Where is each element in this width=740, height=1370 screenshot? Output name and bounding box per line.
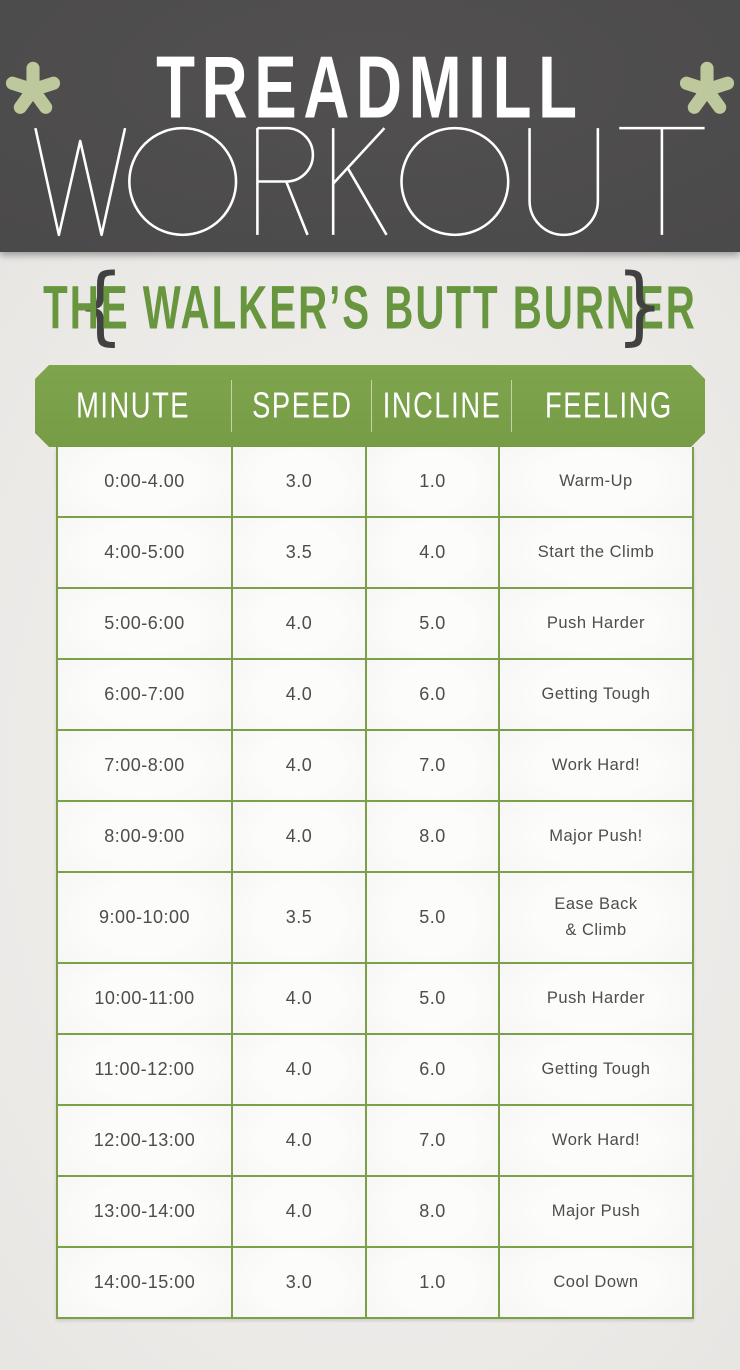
cell-feeling: Work Hard!: [500, 731, 692, 800]
cell-incline: 6.0: [367, 1035, 498, 1104]
table-row: 7:00-8:00 4.0 7.0 Work Hard!: [58, 731, 692, 800]
top-banner: TREADMILL: [0, 0, 740, 252]
cell-feeling: Getting Tough: [500, 660, 692, 729]
cell-incline: 5.0: [367, 964, 498, 1033]
brace-right-decoration: }: [615, 254, 664, 355]
cell-speed: 4.0: [233, 964, 365, 1033]
column-header-feeling: FEELING: [544, 385, 673, 426]
cell-feeling: Major Push: [500, 1177, 692, 1246]
title-row: TREADMILL: [0, 44, 740, 132]
cell-speed: 4.0: [233, 1035, 365, 1104]
column-header-minute: MINUTE: [35, 365, 232, 447]
cell-feeling: Cool Down: [500, 1248, 692, 1317]
cell-incline: 5.0: [367, 873, 498, 962]
table-row: 9:00-10:00 3.5 5.0 Ease Back & Climb: [58, 873, 692, 962]
table-row: 12:00-13:00 4.0 7.0 Work Hard!: [58, 1106, 692, 1175]
cell-speed: 3.5: [233, 873, 365, 962]
cell-minute: 8:00-9:00: [58, 802, 231, 871]
table-row: 10:00-11:00 4.0 5.0 Push Harder: [58, 964, 692, 1033]
cell-minute: 13:00-14:00: [58, 1177, 231, 1246]
table-row: 0:00-4.00 3.0 1.0 Warm-Up: [58, 447, 692, 516]
cell-incline: 8.0: [367, 1177, 498, 1246]
cell-feeling: Push Harder: [500, 964, 692, 1033]
cell-feeling: Start the Climb: [500, 518, 692, 587]
asterisk-right-icon: [679, 61, 734, 114]
cell-speed: 4.0: [233, 1177, 365, 1246]
column-header-speed: SPEED: [232, 365, 372, 447]
cell-minute: 6:00-7:00: [58, 660, 231, 729]
cell-incline: 1.0: [367, 447, 498, 516]
cell-feeling: Warm-Up: [500, 447, 692, 516]
cell-speed: 4.0: [233, 660, 365, 729]
brace-left-decoration: {: [76, 254, 125, 355]
table-row: 13:00-14:00 4.0 8.0 Major Push: [58, 1177, 692, 1246]
cell-feeling: Major Push!: [500, 802, 692, 871]
asterisk-left-icon: [6, 61, 61, 114]
cell-minute: 12:00-13:00: [58, 1106, 231, 1175]
cell-minute: 11:00-12:00: [58, 1035, 231, 1104]
poster-title: TREADMILL: [156, 39, 584, 137]
cell-feeling: Work Hard!: [500, 1106, 692, 1175]
table-row: 4:00-5:00 3.5 4.0 Start the Climb: [58, 518, 692, 587]
cell-minute: 10:00-11:00: [58, 964, 231, 1033]
cell-speed: 4.0: [233, 589, 365, 658]
cell-speed: 3.5: [233, 518, 365, 587]
subtitle: { THE WALKER’S BUTT BURNER }: [0, 252, 740, 364]
cell-incline: 7.0: [367, 731, 498, 800]
cell-speed: 4.0: [233, 1106, 365, 1175]
column-header-incline: INCLINE: [372, 365, 512, 447]
cell-incline: 1.0: [367, 1248, 498, 1317]
cell-minute: 5:00-6:00: [58, 589, 231, 658]
table-row: 6:00-7:00 4.0 6.0 Getting Tough: [58, 660, 692, 729]
workout-wordmark: [31, 126, 709, 242]
cell-minute: 14:00-15:00: [58, 1248, 231, 1317]
cell-speed: 3.0: [233, 447, 365, 516]
cell-feeling: Getting Tough: [500, 1035, 692, 1104]
cell-minute: 9:00-10:00: [58, 873, 231, 962]
cell-speed: 4.0: [233, 802, 365, 871]
table-row: 11:00-12:00 4.0 6.0 Getting Tough: [58, 1035, 692, 1104]
table-header-bar: MINUTE SPEED INCLINE FEELING: [35, 365, 705, 447]
cell-feeling: Push Harder: [500, 589, 692, 658]
cell-minute: 4:00-5:00: [58, 518, 231, 587]
table-row: 5:00-6:00 4.0 5.0 Push Harder: [58, 589, 692, 658]
subtitle-text: THE WALKER’S BUTT BURNER: [43, 273, 697, 342]
table-row: 14:00-15:00 3.0 1.0 Cool Down: [58, 1248, 692, 1317]
cell-incline: 5.0: [367, 589, 498, 658]
workout-table: 0:00-4.00 3.0 1.0 Warm-Up 4:00-5:00 3.5 4.0 Sta…: [56, 447, 694, 1319]
cell-incline: 4.0: [367, 518, 498, 587]
cell-speed: 4.0: [233, 731, 365, 800]
cell-incline: 6.0: [367, 660, 498, 729]
cell-speed: 3.0: [233, 1248, 365, 1317]
cell-incline: 8.0: [367, 802, 498, 871]
cell-minute: 0:00-4.00: [58, 447, 231, 516]
cell-incline: 7.0: [367, 1106, 498, 1175]
cell-minute: 7:00-8:00: [58, 731, 231, 800]
table-row: 8:00-9:00 4.0 8.0 Major Push!: [58, 802, 692, 871]
cell-feeling: Ease Back & Climb: [500, 873, 692, 962]
